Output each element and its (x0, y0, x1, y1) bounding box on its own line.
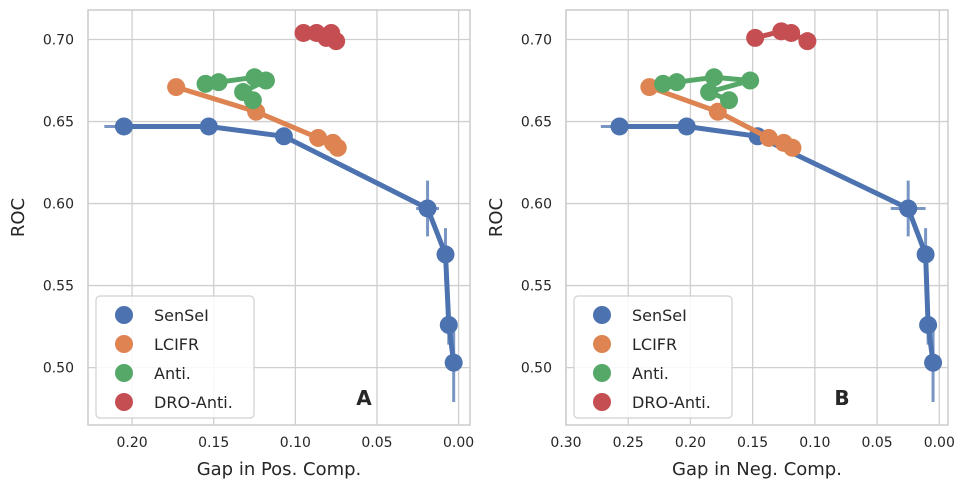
data-point (899, 199, 918, 218)
panel-letter: A (356, 386, 372, 410)
x-tick-label: 0.10 (799, 435, 830, 451)
series-anti (196, 68, 275, 110)
x-tick-label: 0.05 (361, 435, 392, 451)
series-dro-anti (294, 23, 346, 51)
data-point (199, 117, 218, 136)
data-point (444, 353, 463, 372)
y-tick-label: 0.55 (521, 279, 552, 295)
data-point (705, 68, 724, 87)
legend-marker (115, 393, 133, 411)
data-point (294, 23, 313, 42)
legend: SenSeI LCIFR Anti. DRO-Anti. (95, 295, 255, 419)
series-lcifr (167, 78, 347, 157)
data-point (746, 28, 765, 47)
panel-letter: B (834, 386, 849, 410)
data-point (328, 138, 347, 157)
data-point (741, 71, 760, 90)
data-point (720, 91, 739, 110)
data-point (167, 78, 186, 97)
legend-marker (593, 393, 611, 411)
series-sensei (600, 117, 943, 403)
x-tick-label: 0.00 (443, 435, 474, 451)
legend-label: LCIFR (632, 335, 677, 354)
data-point (783, 138, 802, 157)
data-point (256, 71, 275, 90)
x-tick-label: 0.15 (198, 435, 229, 451)
legend: SenSeI LCIFR Anti. DRO-Anti. (573, 295, 733, 419)
legend-label: LCIFR (154, 335, 199, 354)
series-sensei (104, 117, 463, 403)
data-point (274, 127, 293, 146)
y-tick-label: 0.50 (521, 361, 552, 377)
series-dro-anti (746, 22, 817, 51)
legend-box (95, 295, 255, 419)
data-point (919, 315, 938, 334)
data-point (309, 128, 328, 147)
legend-label: DRO-Anti. (154, 393, 233, 412)
data-point (114, 117, 133, 136)
x-tick-label: 0.25 (613, 435, 644, 451)
data-point (916, 245, 935, 264)
data-point (708, 102, 727, 121)
data-point (782, 23, 801, 42)
data-point (640, 78, 659, 97)
legend-marker (115, 306, 133, 324)
y-axis-label: ROC (486, 198, 507, 237)
data-point (700, 83, 719, 102)
data-point (196, 74, 215, 93)
data-point (677, 117, 696, 136)
legend-label: Anti. (154, 364, 191, 383)
legend-label: DRO-Anti. (632, 393, 711, 412)
x-axis-label: Gap in Neg. Comp. (672, 459, 842, 480)
x-tick-label: 0.15 (737, 435, 768, 451)
plot-frame (87, 9, 471, 426)
data-point (327, 32, 346, 51)
chart-panel-b: 0.70 0.65 0.60 0.55 0.50 0.30 0.25 0.20 0.15 0.10… (486, 9, 955, 480)
x-tick-label: 0.00 (924, 435, 955, 451)
legend-label: SenSeI (154, 306, 209, 325)
data-point (439, 315, 458, 334)
y-tick-label: 0.50 (43, 361, 74, 377)
data-point (667, 73, 686, 92)
data-point (418, 199, 437, 218)
series-anti (654, 68, 760, 110)
data-point (209, 73, 228, 92)
x-tick-label: 0.10 (280, 435, 311, 451)
legend-box (573, 295, 733, 419)
plot-frame (565, 9, 949, 426)
x-axis-label: Gap in Pos. Comp. (197, 459, 362, 480)
x-tick-label: 0.20 (675, 435, 706, 451)
legend-marker (115, 364, 133, 382)
data-point (243, 91, 262, 110)
legend-marker (115, 335, 133, 353)
x-tick-label: 0.20 (116, 435, 147, 451)
y-tick-label: 0.70 (43, 33, 74, 49)
series-lcifr (640, 78, 802, 157)
legend-label: SenSeI (632, 306, 687, 325)
y-tick-label: 0.60 (521, 197, 552, 213)
data-point (436, 245, 455, 264)
y-tick-label: 0.55 (43, 279, 74, 295)
data-point (759, 128, 778, 147)
legend-marker (593, 364, 611, 382)
y-tick-label: 0.65 (521, 115, 552, 131)
data-point (798, 32, 817, 51)
y-axis-label: ROC (8, 198, 29, 237)
data-point (610, 117, 629, 136)
legend-label: Anti. (632, 364, 669, 383)
legend-marker (593, 306, 611, 324)
legend-marker (593, 335, 611, 353)
x-tick-label: 0.05 (861, 435, 892, 451)
data-point (654, 74, 673, 93)
y-tick-label: 0.60 (43, 197, 74, 213)
x-tick-label: 0.30 (550, 435, 581, 451)
data-point (924, 353, 943, 372)
y-tick-label: 0.65 (43, 115, 74, 131)
y-tick-label: 0.70 (521, 33, 552, 49)
chart-panel-a: 0.70 0.65 0.60 0.55 0.50 0.20 0.15 0.10 0.05 0.00… (8, 9, 474, 480)
